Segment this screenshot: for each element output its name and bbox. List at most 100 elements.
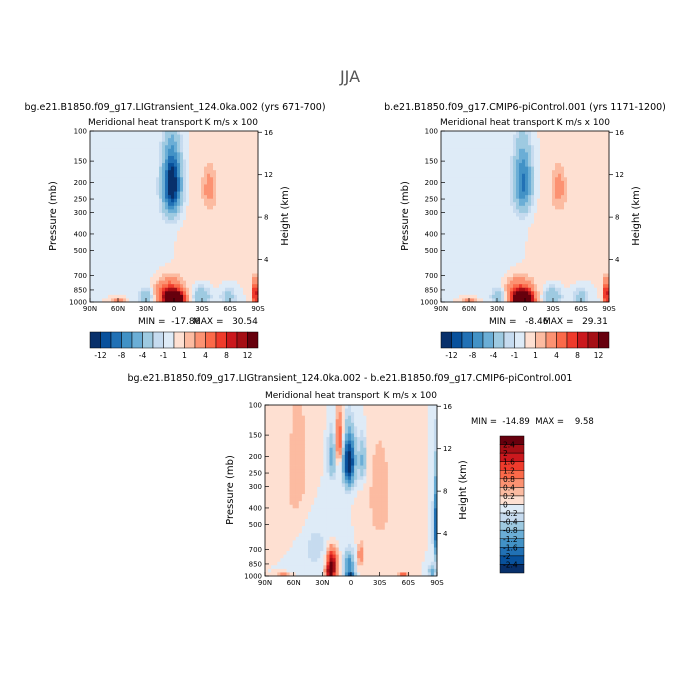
contour-cell xyxy=(180,180,184,185)
contour-cell xyxy=(585,237,589,242)
contour-cell xyxy=(543,198,547,203)
contour-cell xyxy=(465,163,469,168)
contour-cell xyxy=(189,188,193,192)
contour-cell xyxy=(147,170,151,175)
contour-cell xyxy=(243,177,247,182)
contour-cell xyxy=(102,170,106,175)
contour-cell xyxy=(144,180,148,185)
contour-cell xyxy=(513,245,517,249)
contour-cell xyxy=(90,237,94,242)
contour-cell xyxy=(207,188,211,192)
contour-cell xyxy=(162,177,166,182)
contour-cell xyxy=(516,245,520,249)
contour-cell xyxy=(162,287,166,292)
contour-cell xyxy=(249,237,253,242)
contour-cell xyxy=(102,159,106,164)
contour-cell xyxy=(147,298,151,303)
contour-cell xyxy=(531,241,535,246)
contour-cell xyxy=(171,188,175,192)
contour-cell xyxy=(597,195,601,200)
contour-cell xyxy=(222,234,226,239)
contour-cell xyxy=(180,294,184,299)
contour-cell xyxy=(210,212,214,217)
contour-cell xyxy=(489,209,493,214)
contour-cell xyxy=(480,131,484,135)
contour-cell xyxy=(528,148,532,153)
contour-cell xyxy=(480,166,484,171)
contour-cell xyxy=(546,191,550,196)
contour-cell xyxy=(591,180,595,185)
contour-cell xyxy=(141,298,145,303)
contour-cell xyxy=(492,230,496,235)
contour-cell xyxy=(102,195,106,200)
contour-cell xyxy=(495,131,499,135)
contour-cell xyxy=(207,131,211,135)
contour-cell xyxy=(588,230,592,235)
contour-cell xyxy=(453,262,457,267)
contour-cell xyxy=(189,252,193,257)
contour-cell xyxy=(102,269,106,274)
contour-cell xyxy=(195,227,199,232)
contour-cell xyxy=(222,252,226,257)
contour-cell xyxy=(201,241,205,246)
contour-cell xyxy=(117,227,121,232)
contour-cell xyxy=(219,266,223,271)
contour-cell xyxy=(147,191,151,196)
contour-cell xyxy=(108,269,112,274)
contour-cell xyxy=(93,277,97,282)
contour-cell xyxy=(543,138,547,143)
contour-cell xyxy=(462,145,466,150)
contour-cell xyxy=(543,262,547,267)
contour-cell xyxy=(447,134,451,139)
contour-cell xyxy=(243,145,247,150)
contour-cell xyxy=(252,205,256,210)
contour-cell xyxy=(522,141,526,146)
contour-cell xyxy=(462,216,466,221)
contour-cell xyxy=(606,195,610,200)
contour-cell xyxy=(459,209,463,214)
contour-cell xyxy=(483,237,487,242)
contour-cell xyxy=(606,145,610,150)
contour-cell xyxy=(531,131,535,135)
contour-cell xyxy=(138,188,142,192)
contour-cell xyxy=(546,266,550,271)
contour-cell xyxy=(144,245,148,249)
contour-cell xyxy=(219,255,223,260)
contour-cell xyxy=(498,170,502,175)
contour-cell xyxy=(522,209,526,214)
contour-cell xyxy=(204,223,208,228)
contour-cell xyxy=(465,245,469,249)
contour-cell xyxy=(237,230,241,235)
contour-cell xyxy=(567,252,571,257)
contour-cell xyxy=(204,148,208,153)
contour-cell xyxy=(204,173,208,178)
contour-cell xyxy=(171,216,175,221)
contour-cell xyxy=(567,245,571,249)
contour-cell xyxy=(207,173,211,178)
contour-cell xyxy=(480,138,484,143)
contour-cell xyxy=(600,209,604,214)
contour-cell xyxy=(249,298,253,303)
contour-cell xyxy=(114,184,118,189)
y-tick-label: 1000 xyxy=(69,299,87,307)
contour-cell xyxy=(606,170,610,175)
contour-cell xyxy=(243,227,247,232)
contour-cell xyxy=(558,245,562,249)
contour-cell xyxy=(225,180,229,185)
contour-cell xyxy=(507,248,511,253)
contour-cell xyxy=(189,262,193,267)
contour-cell xyxy=(474,234,478,239)
contour-cell xyxy=(495,141,499,146)
contour-cell xyxy=(201,205,205,210)
contour-cell xyxy=(204,273,208,278)
contour-cell xyxy=(219,180,223,185)
contour-cell xyxy=(606,259,610,264)
contour-cell xyxy=(474,245,478,249)
contour-cell xyxy=(468,152,472,157)
contour-cell xyxy=(477,262,481,267)
contour-cell xyxy=(213,163,217,168)
contour-cell xyxy=(480,252,484,257)
panel-a-min-label: MIN = -17.86 xyxy=(138,317,201,327)
contour-cell xyxy=(141,195,145,200)
contour-cell xyxy=(234,191,238,196)
